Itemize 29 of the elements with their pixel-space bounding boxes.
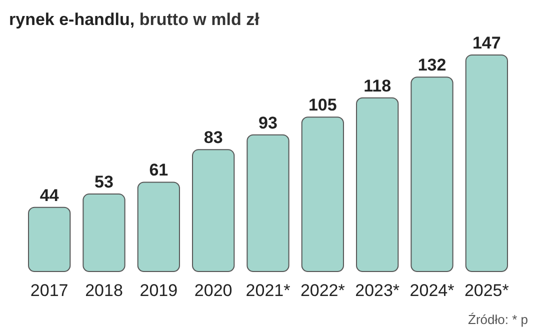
data-label: 44 xyxy=(40,186,60,205)
chart-title: rynek e-handlu, brutto w mld zł xyxy=(9,10,260,29)
x-tick-label: 2020 xyxy=(194,281,232,300)
data-label: 53 xyxy=(94,172,114,192)
x-tick-label: 2018 xyxy=(85,281,123,300)
bar xyxy=(356,97,399,272)
bar xyxy=(192,149,235,272)
bar xyxy=(301,116,344,272)
bar xyxy=(465,54,508,272)
x-tick-label: 2022* xyxy=(300,281,346,300)
x-tick-label: 2024* xyxy=(410,281,455,300)
data-label: 132 xyxy=(418,56,446,75)
data-label: 93 xyxy=(258,113,278,132)
data-label: 61 xyxy=(149,160,168,180)
x-tick-label: 2023* xyxy=(355,281,400,300)
x-tick-label: 2021* xyxy=(246,281,291,300)
bar xyxy=(28,206,71,272)
data-label: 83 xyxy=(204,128,223,148)
bar xyxy=(82,194,126,272)
bar xyxy=(246,134,290,272)
data-label: 105 xyxy=(308,96,337,115)
text: Źródło: * p xyxy=(468,312,528,327)
bar xyxy=(137,182,180,272)
x-tick-label: 2025* xyxy=(464,281,510,300)
bar xyxy=(410,76,454,272)
x-tick-label: 2017 xyxy=(30,281,68,300)
data-label: 118 xyxy=(364,76,392,96)
x-tick-label: 2019 xyxy=(140,281,178,300)
data-label: 147 xyxy=(472,33,501,52)
